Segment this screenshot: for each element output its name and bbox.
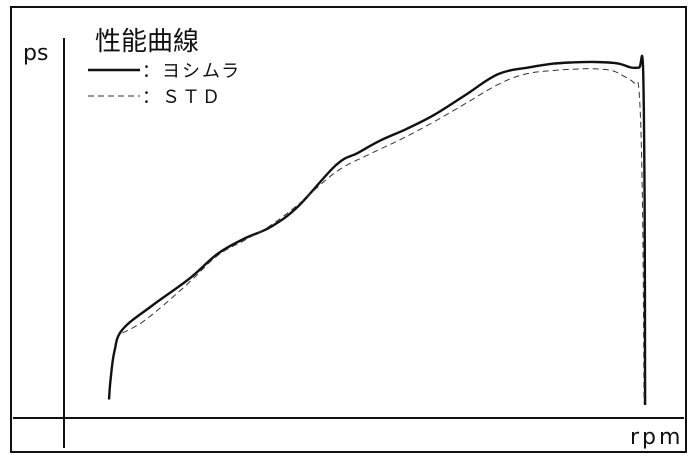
x-axis-label: rpm [630,425,683,450]
legend-label-yoshimura: ：ヨシムラ [142,61,241,82]
legend: ：ヨシムラ ：ＳＴＤ [88,61,241,108]
legend-label-std: ：ＳＴＤ [142,87,222,108]
y-axis-label: ps [23,41,48,66]
series-line-std [122,68,645,404]
plot-area [107,54,647,406]
series-line-yoshimura [107,54,647,406]
chart-title: 性能曲線 [95,27,199,57]
chart-frame [10,6,687,453]
